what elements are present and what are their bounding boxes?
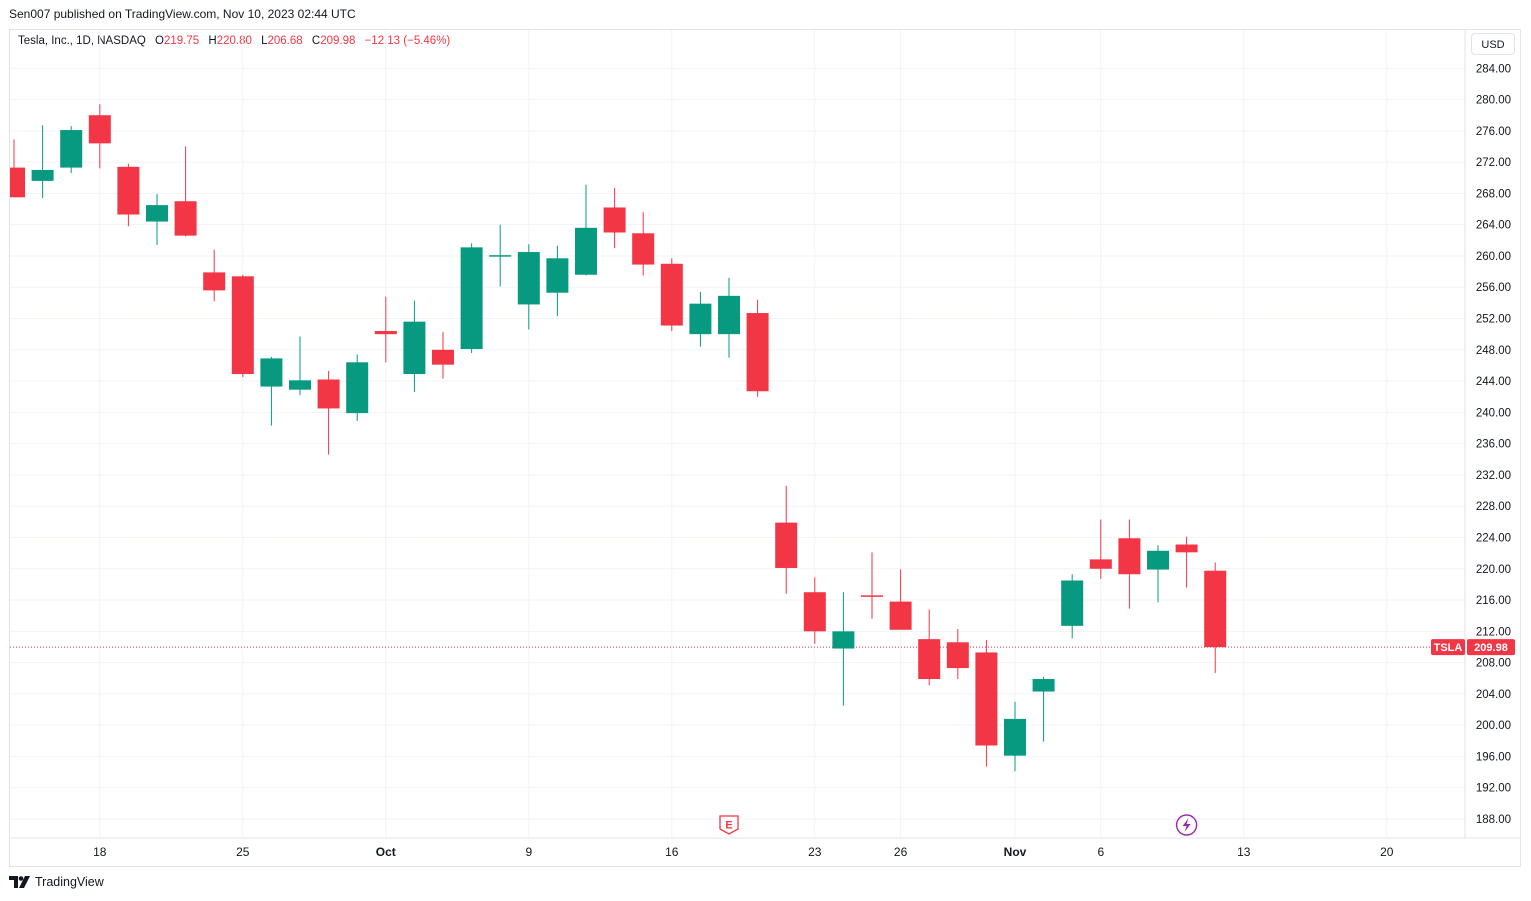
high-value: 220.80 (216, 35, 252, 47)
low-value: 206.68 (267, 35, 303, 47)
tradingview-wordmark: TradingView (35, 875, 104, 889)
symbol-title[interactable]: Tesla, Inc., 1D, NASDAQ (18, 35, 146, 47)
tradingview-logo-icon (9, 876, 30, 888)
ohlc-legend: Tesla, Inc., 1D, NASDAQ O219.75 H220.80 … (18, 35, 450, 47)
currency-button[interactable]: USD (1471, 33, 1515, 55)
open-label: O (155, 35, 164, 47)
footer-brand[interactable]: TradingView (9, 875, 104, 889)
open-value: 219.75 (163, 35, 200, 47)
high-label: H (208, 35, 217, 47)
chart-pane[interactable] (9, 29, 1521, 867)
low-label: L (261, 35, 268, 47)
publisher-info: Sen007 published on TradingView.com, Nov… (9, 7, 356, 21)
change-value: −12.13 (−5.46%) (364, 35, 451, 47)
close-value: 209.98 (320, 35, 356, 47)
close-label: C (311, 35, 321, 47)
